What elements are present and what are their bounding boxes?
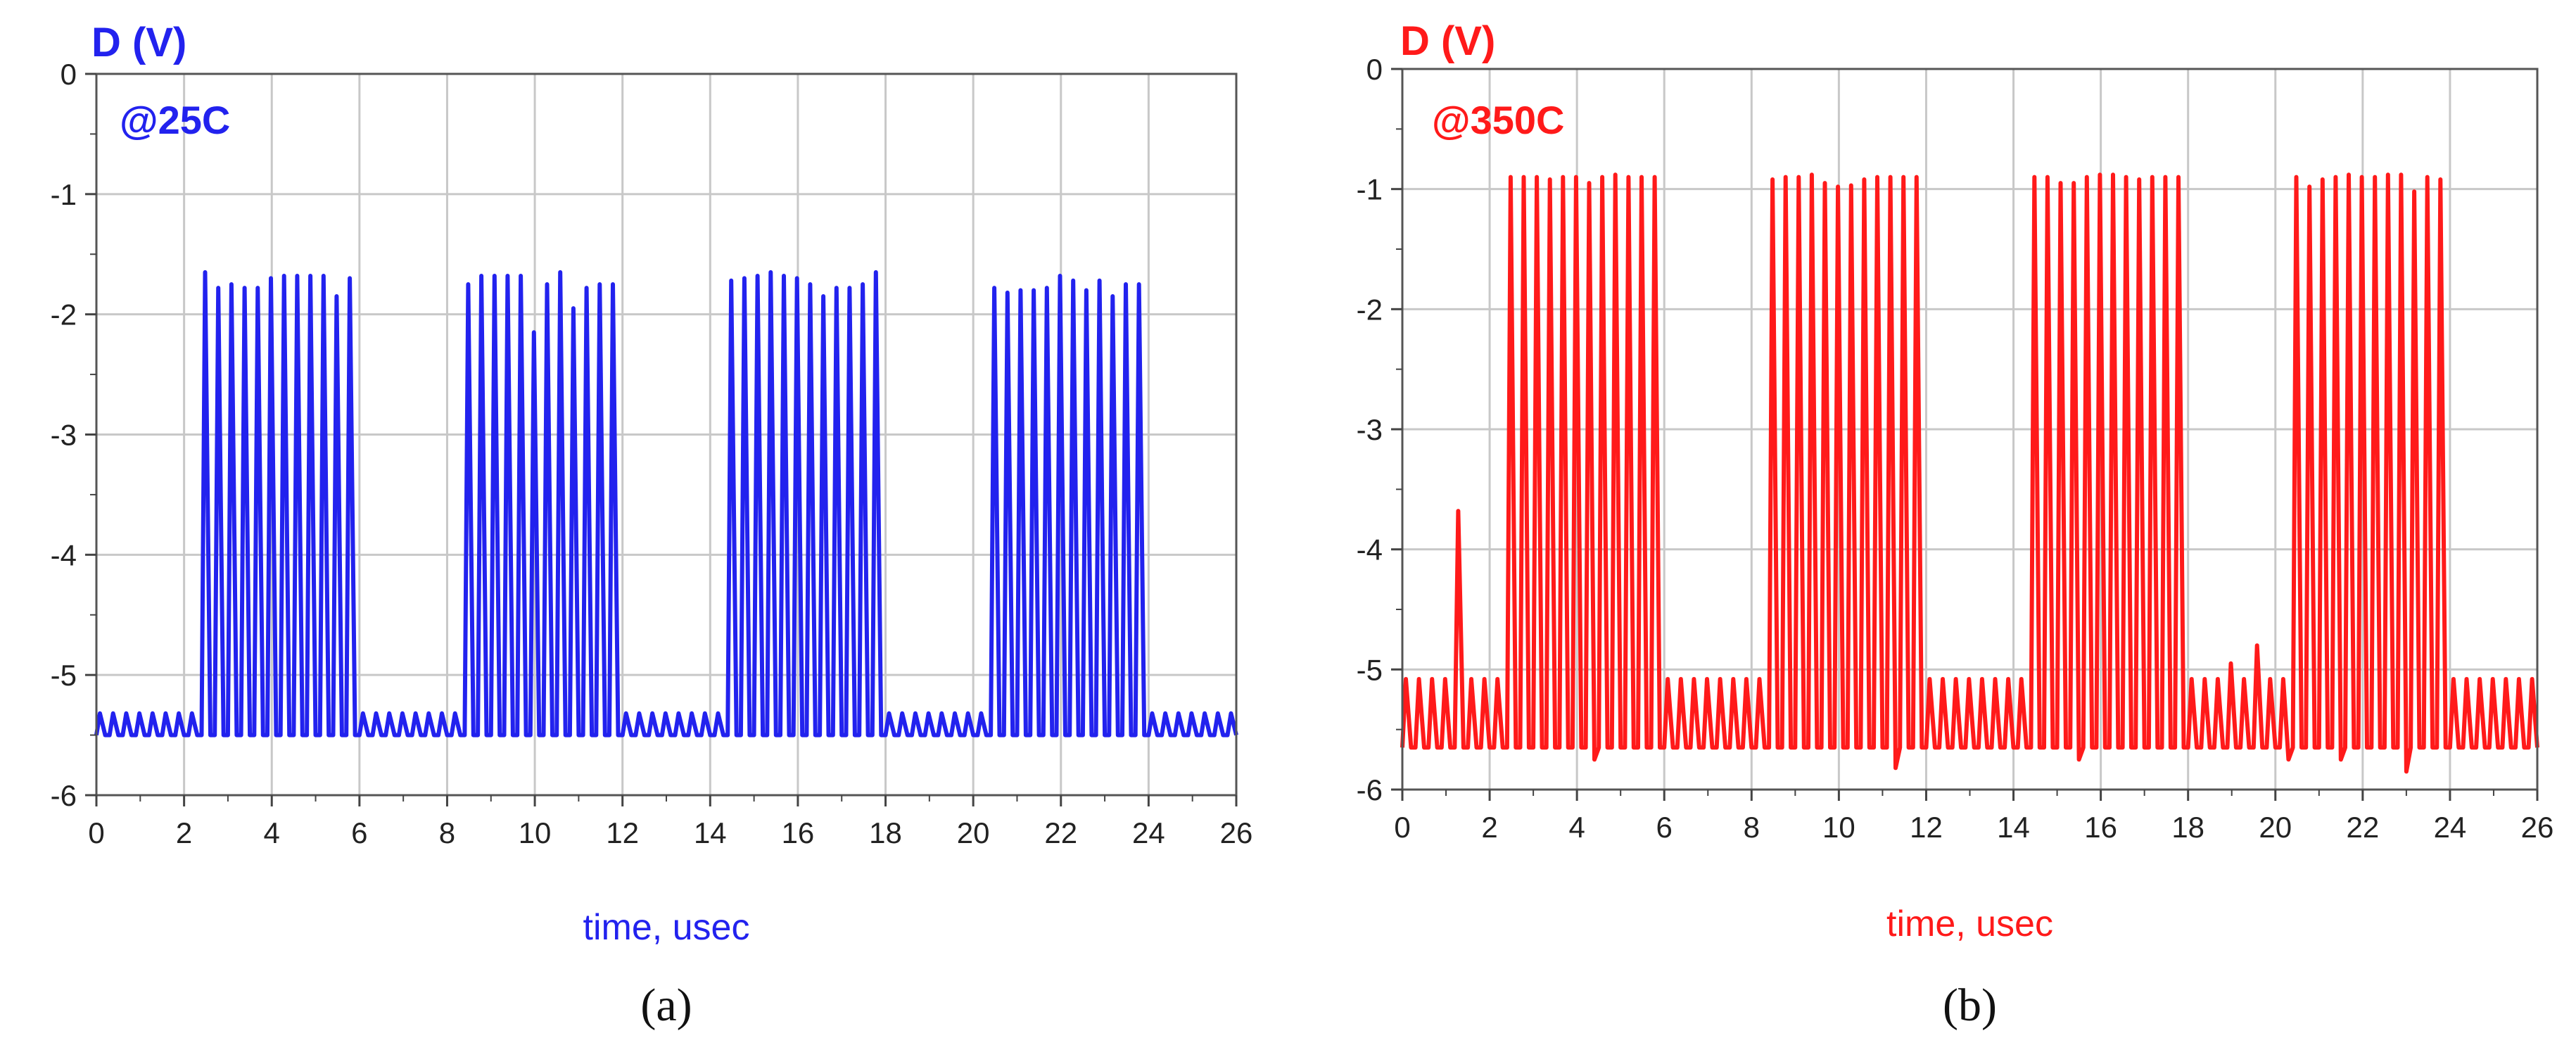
x-tick-label: 10: [1822, 811, 1855, 844]
x-tick-label: 6: [351, 816, 367, 849]
x-tick-label: 16: [2084, 811, 2117, 844]
series-line-b: [1400, 172, 2539, 774]
y-tick-label: -5: [1357, 653, 1383, 686]
trace-b: [1400, 172, 2539, 774]
x-tick-label: 10: [519, 816, 552, 849]
x-tick-label: 12: [1910, 811, 1943, 844]
temperature-annotation-b: @350C: [1432, 98, 1564, 142]
y-axis-label-a: D (V): [91, 20, 186, 65]
y-tick-label: -3: [51, 419, 77, 452]
x-tick-label: 8: [439, 816, 455, 849]
x-tick-label: 22: [1044, 816, 1077, 849]
x-tick-label: 26: [2521, 811, 2554, 844]
trace-a: [94, 270, 1238, 737]
chart-panel-a: 0 2 4 6 8 10 12 14 16 18 20 22 24 260-1-2-3-4-5-6 D (…: [51, 20, 1253, 1031]
y-axis-label-b: D (V): [1400, 18, 1495, 64]
ticks-b: 0 2 4 6 8 10 12 14 16 18 20 22 24 260-1-2-3-4-5-6: [1357, 53, 2554, 844]
x-tick-label: 16: [782, 816, 815, 849]
x-tick-label: 6: [1656, 811, 1673, 844]
x-tick-label: 22: [2346, 811, 2379, 844]
y-tick-label: -6: [51, 779, 77, 812]
x-tick-label: 20: [2259, 811, 2292, 844]
y-tick-label: -4: [1357, 533, 1383, 566]
panel-caption-a: (a): [640, 980, 692, 1031]
x-tick-label: 0: [1394, 811, 1410, 844]
x-tick-label: 20: [957, 816, 990, 849]
y-tick-label: 0: [1366, 53, 1383, 86]
y-tick-label: -5: [51, 659, 77, 692]
x-tick-label: 14: [694, 816, 727, 849]
x-tick-label: 0: [88, 816, 104, 849]
x-tick-label: 4: [1568, 811, 1585, 844]
x-tick-label: 14: [1997, 811, 2030, 844]
panel-caption-b: (b): [1943, 980, 1997, 1031]
y-tick-label: -4: [51, 538, 77, 571]
x-tick-label: 12: [606, 816, 639, 849]
x-tick-label: 26: [1220, 816, 1253, 849]
y-tick-label: -2: [51, 298, 77, 331]
x-tick-label: 8: [1744, 811, 1760, 844]
y-tick-label: -3: [1357, 413, 1383, 446]
x-tick-label: 2: [176, 816, 192, 849]
x-axis-label-b: time, usec: [1886, 904, 2053, 944]
y-tick-label: -6: [1357, 773, 1383, 806]
y-tick-label: -1: [1357, 173, 1383, 206]
x-tick-label: 18: [869, 816, 902, 849]
series-line-a: [94, 270, 1238, 737]
x-axis-label-a: time, usec: [583, 907, 750, 948]
ticks-a: 0 2 4 6 8 10 12 14 16 18 20 22 24 260-1-2-3-4-5-6: [51, 58, 1253, 849]
x-tick-label: 24: [1132, 816, 1165, 849]
y-tick-label: -1: [51, 178, 77, 211]
temperature-annotation-a: @25C: [120, 98, 230, 142]
x-tick-label: 2: [1481, 811, 1497, 844]
y-tick-label: 0: [61, 58, 77, 91]
y-tick-label: -2: [1357, 293, 1383, 326]
x-tick-label: 4: [264, 816, 280, 849]
chart-panel-b: 0 2 4 6 8 10 12 14 16 18 20 22 24 260-1-2-3-4-5-6 D (…: [1357, 18, 2554, 1031]
x-tick-label: 18: [2171, 811, 2204, 844]
x-tick-label: 24: [2434, 811, 2467, 844]
